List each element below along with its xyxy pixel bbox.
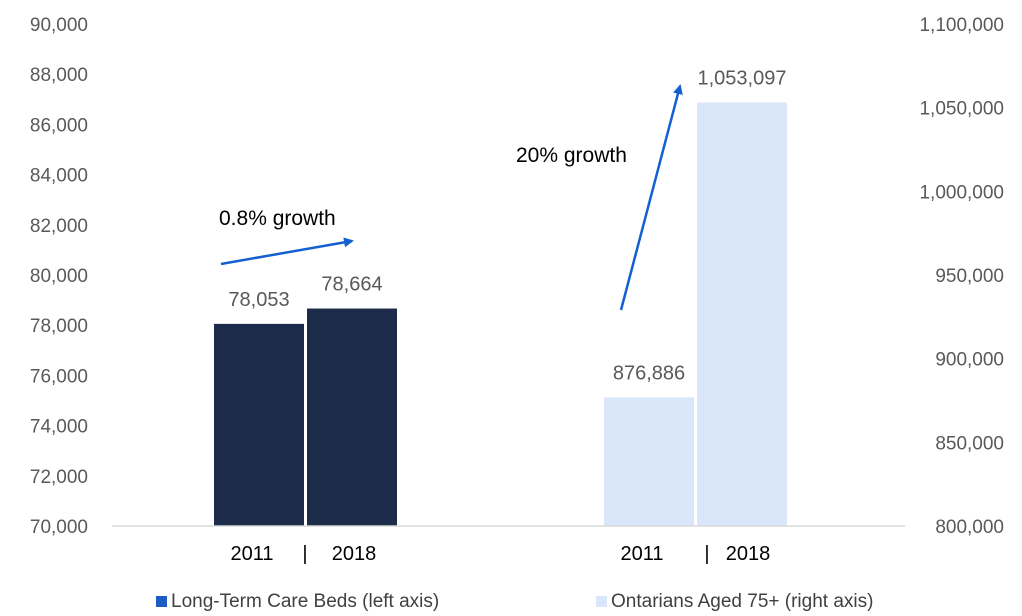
growth-arrow-beds bbox=[220, 237, 354, 266]
category-label-2018: 2018 bbox=[726, 543, 771, 565]
category-separator: | bbox=[704, 543, 709, 565]
right-tick-label: 1,050,000 bbox=[919, 99, 1004, 120]
annotation-beds-growth: 0.8% growth bbox=[219, 207, 336, 230]
left-tick-label: 82,000 bbox=[30, 216, 88, 237]
bar-aged-75-2011 bbox=[604, 397, 694, 526]
right-tick-label: 800,000 bbox=[935, 517, 1004, 538]
data-label: 78,053 bbox=[228, 289, 289, 311]
right-axis: 800,000 850,000 900,000 950,000 1,000,000 1,0… bbox=[919, 15, 1004, 538]
data-label: 876,886 bbox=[613, 362, 685, 384]
left-tick-label: 86,000 bbox=[30, 115, 88, 136]
right-tick-label: 1,000,000 bbox=[919, 182, 1004, 203]
left-tick-label: 90,000 bbox=[30, 15, 88, 36]
annotations: 0.8% growth 20% growth bbox=[219, 84, 683, 311]
category-labels: 2011 | 2018 2011 | 2018 bbox=[230, 543, 770, 565]
left-tick-label: 88,000 bbox=[30, 65, 88, 86]
legend-entry: Long-Term Care Beds (left axis) bbox=[171, 591, 439, 612]
bar-ltc-beds-2018 bbox=[307, 308, 397, 526]
right-tick-label: 950,000 bbox=[935, 266, 1004, 287]
bar-aged-75-2018 bbox=[697, 102, 787, 527]
left-tick-label: 76,000 bbox=[30, 366, 88, 387]
data-labels: 78,053 78,664 876,886 1,053,097 bbox=[228, 67, 786, 384]
annotation-population-growth: 20% growth bbox=[516, 144, 627, 167]
left-tick-label: 70,000 bbox=[30, 517, 88, 538]
left-axis: 70,000 72,000 74,000 76,000 78,000 80,000 82,0… bbox=[30, 15, 88, 538]
data-label: 1,053,097 bbox=[698, 67, 787, 89]
left-tick-label: 80,000 bbox=[30, 266, 88, 287]
right-tick-label: 900,000 bbox=[935, 350, 1004, 371]
category-separator: | bbox=[302, 543, 307, 565]
category-label-2011: 2011 bbox=[230, 543, 273, 565]
legend-swatch bbox=[596, 596, 607, 607]
bars bbox=[214, 102, 787, 527]
growth-arrow-population bbox=[619, 84, 683, 311]
left-tick-label: 84,000 bbox=[30, 166, 88, 187]
category-label-2011: 2011 bbox=[620, 543, 663, 565]
legend: Long-Term Care Beds (left axis) Ontarians… bbox=[156, 591, 873, 612]
right-tick-label: 1,100,000 bbox=[919, 15, 1004, 36]
left-tick-label: 74,000 bbox=[30, 417, 88, 438]
legend-swatch bbox=[156, 596, 167, 607]
category-label-2018: 2018 bbox=[332, 543, 377, 565]
right-tick-label: 850,000 bbox=[935, 433, 1004, 454]
left-tick-label: 72,000 bbox=[30, 467, 88, 488]
bar-ltc-beds-2011 bbox=[214, 323, 304, 526]
data-label: 78,664 bbox=[321, 274, 382, 296]
left-tick-label: 78,000 bbox=[30, 316, 88, 337]
legend-entry: Ontarians Aged 75+ (right axis) bbox=[611, 591, 873, 612]
